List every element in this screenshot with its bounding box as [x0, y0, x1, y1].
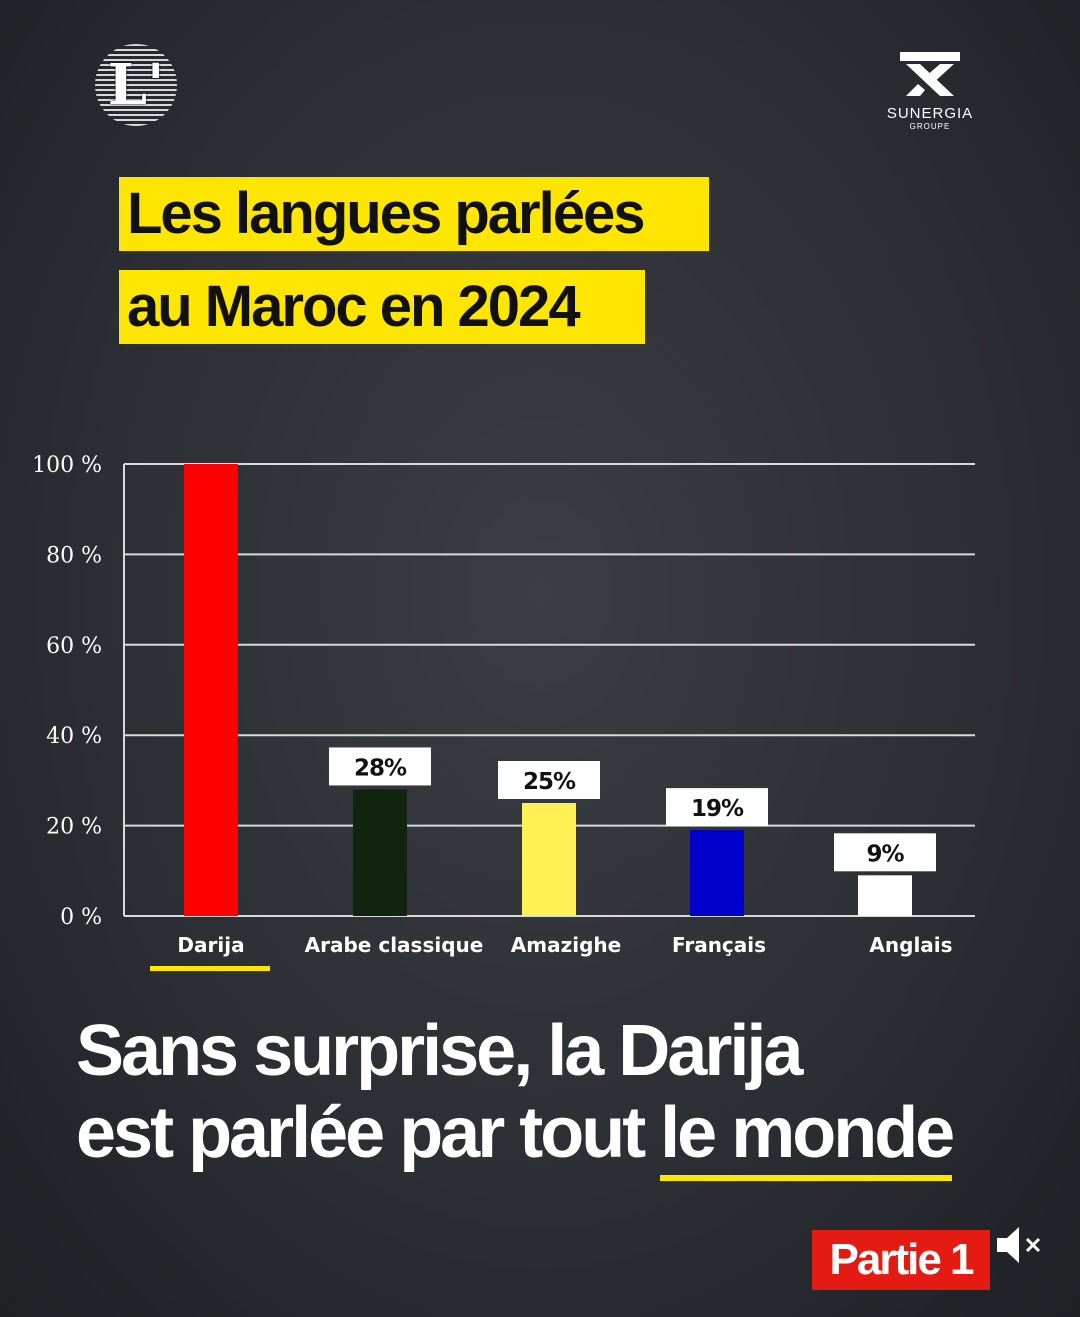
y-tick-label: 40 % [46, 724, 102, 749]
x-label-highlight-underline [150, 966, 270, 971]
x-tick-label: Français [672, 933, 766, 957]
data-label: 28% [354, 755, 407, 781]
data-label-box [329, 747, 431, 786]
bar-chart: 0 % 20 % 40 % 60 % 80 % 100 % Darija 28% Arabe c… [32, 453, 975, 971]
x-tick-label: Anglais [869, 933, 952, 957]
speaker-icon-glyph [997, 1227, 1041, 1263]
bar [353, 789, 407, 916]
bar [522, 803, 576, 916]
title-line-2: au Maroc en 2024 [119, 270, 645, 344]
headline-underlined: le monde [660, 1093, 955, 1181]
y-tick-label: 0 % [60, 905, 102, 930]
data-label-box [834, 833, 936, 872]
headline-line-1: Sans surprise, la Darija [76, 1011, 803, 1091]
y-tick-label: 20 % [46, 815, 102, 840]
bar [184, 464, 238, 916]
x-tick-label: Arabe classique [305, 933, 484, 957]
y-tick-label: 80 % [46, 543, 102, 568]
sunergia-name: SUNERGIA [886, 105, 974, 122]
bar [858, 875, 912, 916]
data-label: 19% [691, 796, 744, 822]
bar [690, 830, 744, 916]
y-tick-label: 100 % [32, 453, 102, 478]
sunergia-mark-icon [900, 52, 960, 96]
data-label: 9% [866, 841, 904, 867]
headline-line-2: est parlée par tout le monde [76, 1092, 955, 1181]
data-label: 25% [523, 769, 576, 795]
sunergia-logo: SUNERGIA GROUPE [880, 50, 980, 131]
y-tick-label: 60 % [46, 634, 102, 659]
data-label-box [498, 761, 600, 799]
logo-left-text: L' [107, 52, 165, 118]
headline-line-2-start: est parlée par tout [76, 1093, 661, 1173]
sunergia-sub: GROUPE [909, 122, 951, 131]
title-line-1: Les langues parlées [119, 177, 709, 251]
speaker-muted-icon[interactable] [990, 1217, 1046, 1273]
x-tick-label: Darija [177, 933, 244, 957]
headline: Sans surprise, la Darija est parlée par … [76, 1010, 955, 1181]
data-label-box [666, 788, 768, 827]
lopinion-logo: L' [95, 44, 177, 126]
x-tick-label: Amazighe [511, 933, 621, 957]
partie-badge: Partie 1 [812, 1230, 990, 1290]
